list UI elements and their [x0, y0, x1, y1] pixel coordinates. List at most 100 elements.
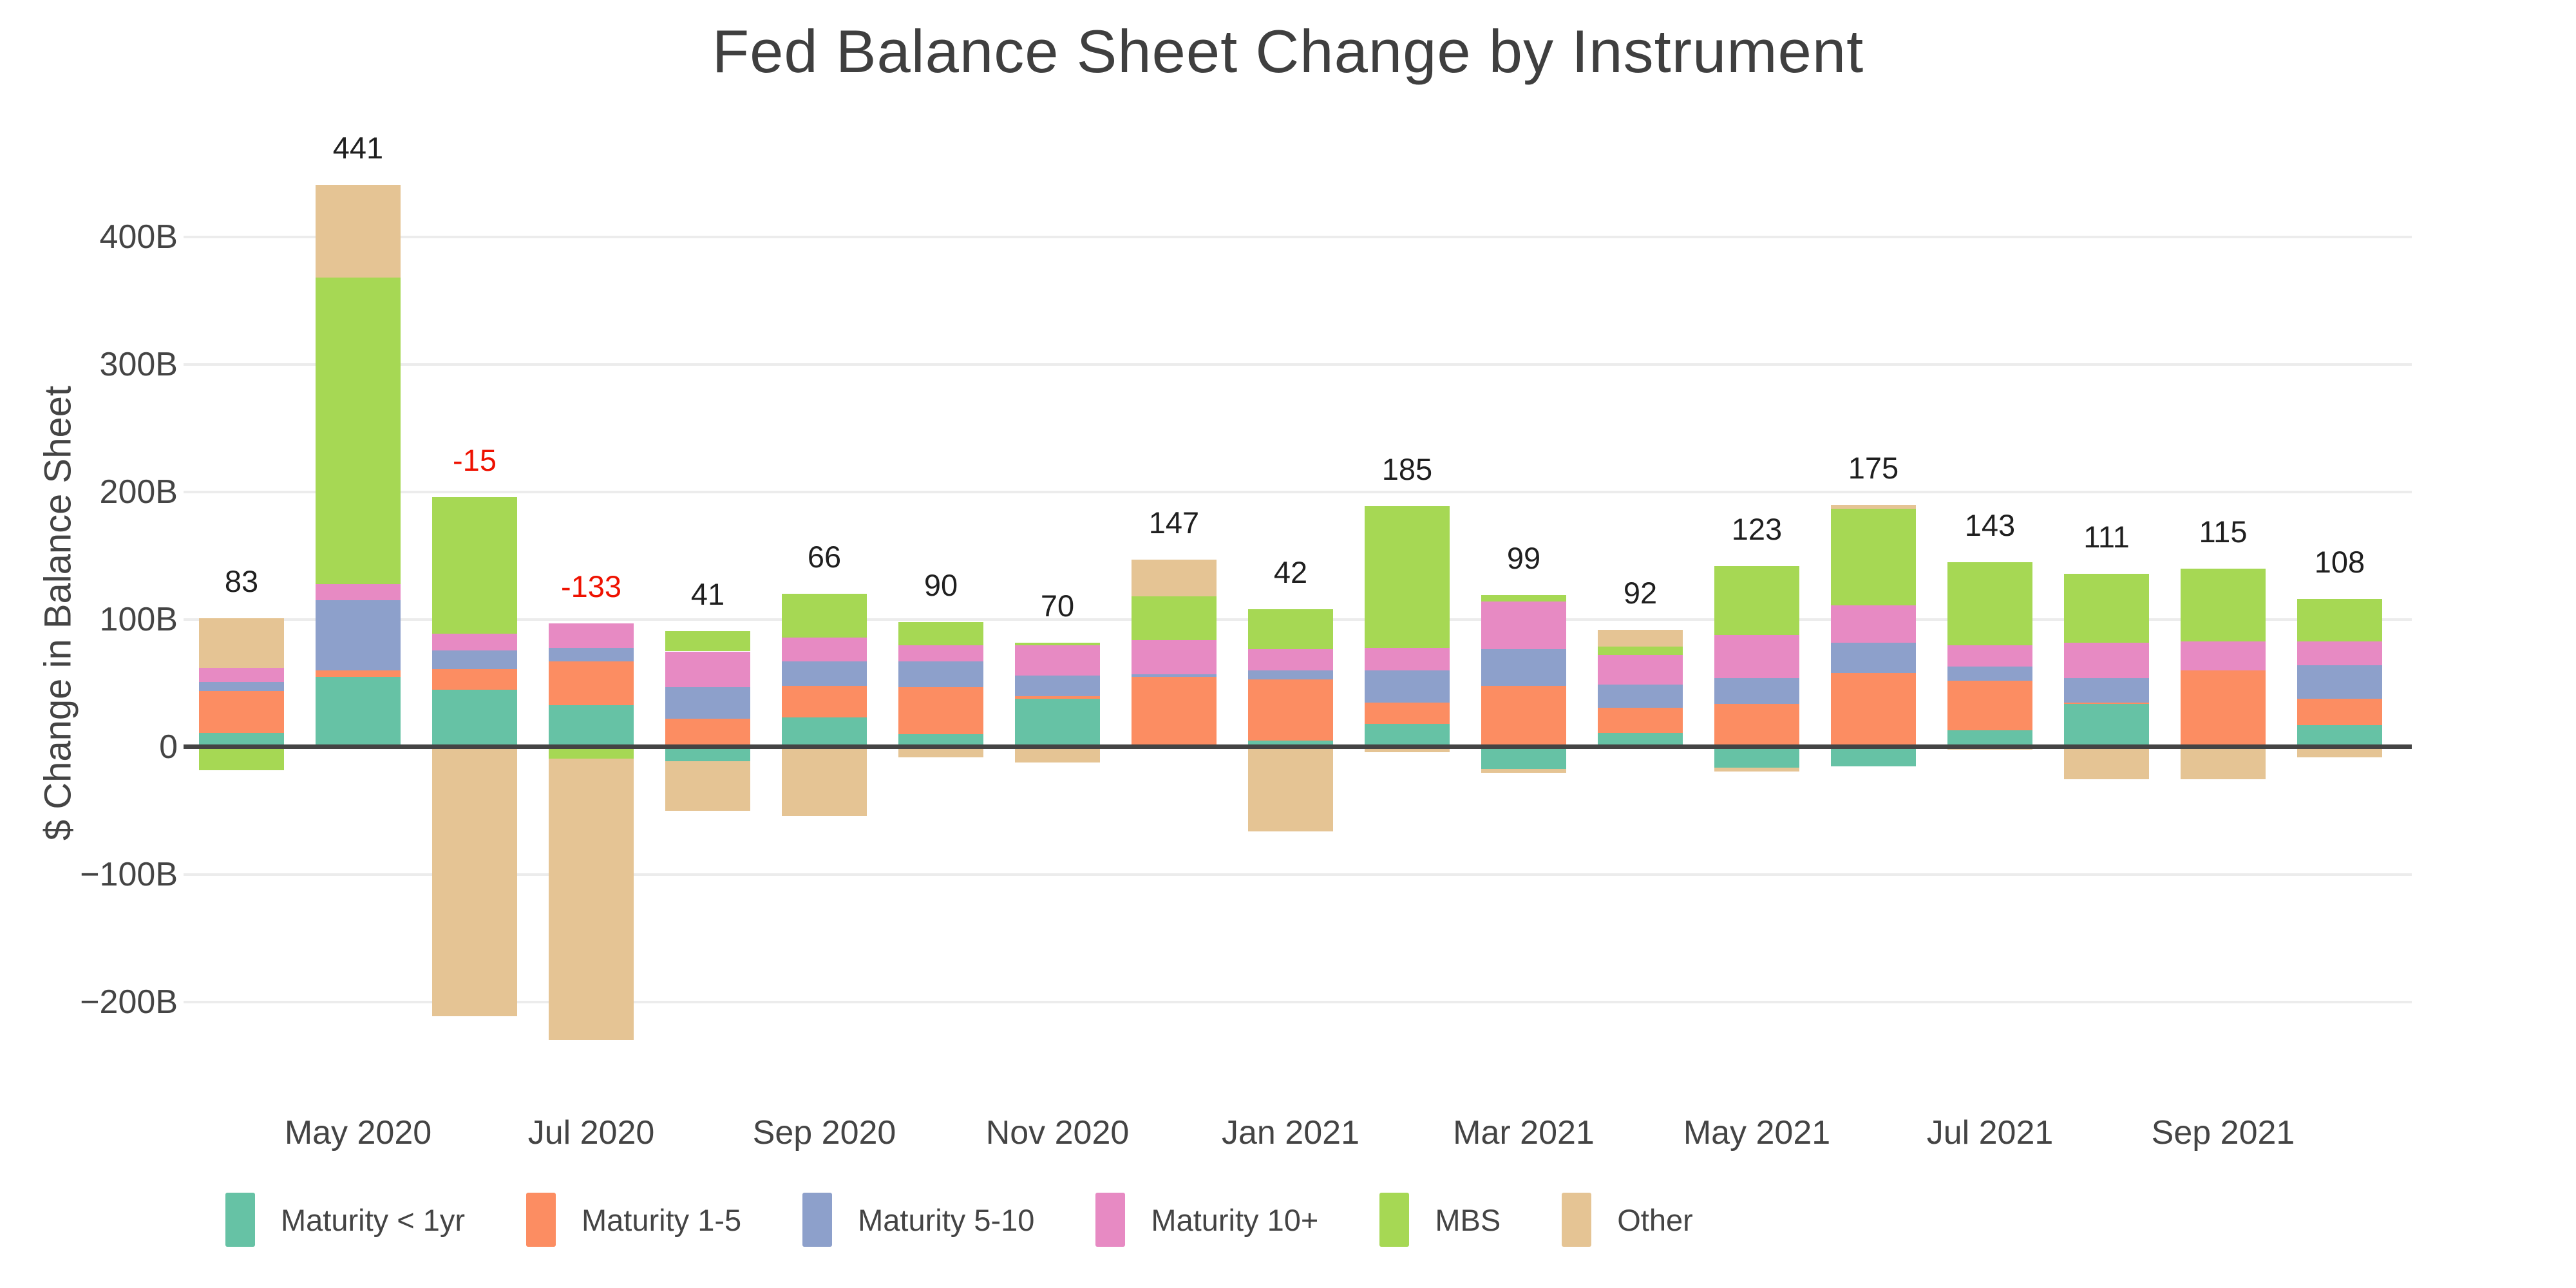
bar-segment-maturity-1-5[interactable] [898, 687, 983, 735]
bar-segment-maturity-10-[interactable] [1132, 639, 1217, 675]
bar-segment-maturity-1yr[interactable] [782, 717, 867, 747]
bar-segment-other[interactable] [316, 184, 401, 278]
bar-segment-maturity-10-[interactable] [1831, 605, 1916, 643]
bar-segment-maturity-1yr[interactable] [199, 733, 284, 747]
bar-segment-maturity-10-[interactable] [2297, 641, 2382, 666]
bar-segment-maturity-1-5[interactable] [1365, 702, 1450, 724]
bar-segment-other[interactable] [665, 761, 750, 811]
bar-segment-other[interactable] [2297, 747, 2382, 757]
bar-segment-maturity-5-10[interactable] [665, 687, 750, 719]
bar-segment-maturity-10-[interactable] [1481, 601, 1566, 649]
bar-segment-maturity-1-5[interactable] [782, 685, 867, 718]
bar-segment-maturity-5-10[interactable] [199, 682, 284, 691]
bar-segment-mbs[interactable] [665, 630, 750, 652]
bar-segment-maturity-1yr[interactable] [1598, 733, 1683, 747]
bar-segment-other[interactable] [1831, 504, 1916, 509]
bar-segment-maturity-5-10[interactable] [1015, 676, 1100, 696]
bar-segment-maturity-5-10[interactable] [1248, 670, 1333, 680]
bar-segment-maturity-10-[interactable] [1365, 647, 1450, 671]
bar-segment-mbs[interactable] [432, 497, 517, 634]
bar-segment-maturity-5-10[interactable] [2064, 678, 2149, 703]
bar-segment-maturity-1-5[interactable] [1132, 677, 1217, 746]
bar-segment-maturity-1-5[interactable] [2297, 698, 2382, 726]
bar-segment-other[interactable] [1248, 747, 1333, 831]
bar-segment-maturity-1yr[interactable] [1947, 730, 2032, 747]
bar-segment-maturity-10-[interactable] [432, 633, 517, 650]
legend-item-other[interactable]: Other [1562, 1193, 1693, 1247]
bar-segment-maturity-1-5[interactable] [316, 670, 401, 677]
bar-segment-mbs[interactable] [1947, 562, 2032, 645]
bar-segment-maturity-10-[interactable] [2181, 641, 2266, 671]
bar-segment-mbs[interactable] [1714, 565, 1799, 635]
bar-segment-maturity-5-10[interactable] [2297, 665, 2382, 699]
bar-segment-other[interactable] [549, 758, 634, 1041]
bar-segment-maturity-1-5[interactable] [665, 719, 750, 747]
bar-segment-maturity-5-10[interactable] [1481, 649, 1566, 686]
bar-segment-other[interactable] [1015, 747, 1100, 762]
bar-segment-maturity-1yr[interactable] [549, 705, 634, 747]
bar-segment-maturity-1-5[interactable] [1248, 679, 1333, 741]
bar-segment-maturity-1-5[interactable] [1598, 707, 1683, 734]
bar-segment-mbs[interactable] [898, 621, 983, 645]
bar-segment-mbs[interactable] [2297, 599, 2382, 641]
bar-segment-maturity-1-5[interactable] [1831, 673, 1916, 747]
bar-segment-mbs[interactable] [1365, 506, 1450, 648]
bar-segment-other[interactable] [898, 747, 983, 757]
bar-segment-mbs[interactable] [2181, 568, 2266, 641]
bar-segment-maturity-1yr[interactable] [1015, 698, 1100, 747]
bar-segment-maturity-1-5[interactable] [1015, 696, 1100, 699]
bar-segment-maturity-1-5[interactable] [2181, 670, 2266, 746]
bar-segment-maturity-1-5[interactable] [549, 661, 634, 705]
bar-segment-maturity-10-[interactable] [549, 623, 634, 648]
bar-segment-maturity-1-5[interactable] [432, 669, 517, 690]
bar-segment-other[interactable] [1132, 559, 1217, 597]
bar-segment-mbs[interactable] [1598, 646, 1683, 656]
bar-segment-maturity-10-[interactable] [665, 651, 750, 687]
bar-segment-maturity-10-[interactable] [1598, 655, 1683, 685]
bar-segment-maturity-5-10[interactable] [549, 647, 634, 662]
bar-segment-maturity-5-10[interactable] [1132, 674, 1217, 677]
bar-segment-mbs[interactable] [549, 747, 634, 759]
bar-segment-maturity-1yr[interactable] [432, 689, 517, 747]
bar-segment-maturity-10-[interactable] [1947, 645, 2032, 667]
bar-segment-maturity-5-10[interactable] [782, 661, 867, 686]
bar-segment-other[interactable] [1598, 629, 1683, 647]
legend-item-maturity-10-[interactable]: Maturity 10+ [1095, 1193, 1318, 1247]
legend-item-maturity-1-5[interactable]: Maturity 1-5 [526, 1193, 741, 1247]
bar-segment-maturity-10-[interactable] [898, 645, 983, 662]
bar-segment-maturity-1yr[interactable] [1831, 747, 1916, 766]
bar-segment-mbs[interactable] [1015, 642, 1100, 645]
bar-segment-other[interactable] [432, 747, 517, 1016]
bar-segment-maturity-1yr[interactable] [898, 734, 983, 747]
bar-segment-mbs[interactable] [1481, 595, 1566, 602]
bar-segment-maturity-5-10[interactable] [432, 650, 517, 670]
bar-segment-maturity-10-[interactable] [1015, 645, 1100, 676]
bar-segment-maturity-5-10[interactable] [1947, 667, 2032, 681]
bar-segment-maturity-5-10[interactable] [898, 661, 983, 687]
bar-segment-other[interactable] [2181, 747, 2266, 779]
bar-segment-other[interactable] [199, 618, 284, 668]
legend-item-mbs[interactable]: MBS [1379, 1193, 1501, 1247]
bar-segment-other[interactable] [1481, 768, 1566, 773]
bar-segment-maturity-1yr[interactable] [2064, 703, 2149, 747]
bar-segment-other[interactable] [2064, 747, 2149, 779]
bar-segment-mbs[interactable] [199, 747, 284, 770]
bar-segment-maturity-1yr[interactable] [1248, 741, 1333, 747]
bar-segment-mbs[interactable] [1132, 596, 1217, 640]
bar-segment-maturity-1yr[interactable] [665, 747, 750, 761]
bar-segment-mbs[interactable] [782, 594, 867, 638]
bar-segment-maturity-5-10[interactable] [1714, 678, 1799, 704]
legend-item-maturity-5-10[interactable]: Maturity 5-10 [802, 1193, 1034, 1247]
bar-segment-other[interactable] [1714, 767, 1799, 772]
bar-segment-maturity-1-5[interactable] [199, 690, 284, 734]
bar-segment-maturity-1-5[interactable] [1947, 681, 2032, 731]
legend-item-maturity-1yr[interactable]: Maturity < 1yr [225, 1193, 465, 1247]
bar-segment-other[interactable] [1365, 747, 1450, 752]
bar-segment-maturity-5-10[interactable] [1831, 642, 1916, 674]
bar-segment-mbs[interactable] [1248, 609, 1333, 649]
bar-segment-mbs[interactable] [316, 278, 401, 584]
bar-segment-maturity-5-10[interactable] [1365, 670, 1450, 703]
bar-segment-maturity-1yr[interactable] [2297, 725, 2382, 747]
bar-segment-maturity-10-[interactable] [199, 668, 284, 682]
bar-segment-maturity-1-5[interactable] [1714, 703, 1799, 747]
